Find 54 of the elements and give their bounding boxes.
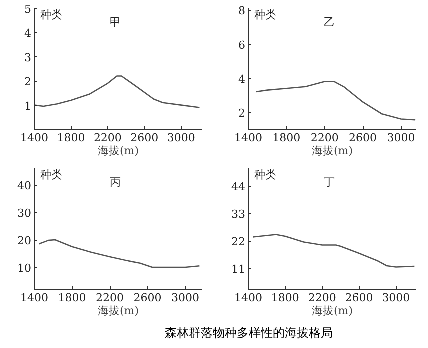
y-tick-label: 6 [238, 38, 246, 52]
x-tick-label: 2600 [349, 132, 378, 144]
y-tick-label: 1 [24, 100, 32, 113]
y-tick-label: 5 [24, 3, 32, 16]
x-tick-label: 1800 [272, 132, 301, 144]
x-axis-title: 海拔(m) [312, 144, 354, 158]
x-tick-label: 3000 [382, 292, 410, 304]
line-series [34, 76, 200, 108]
x-tick-label: 1400 [20, 292, 49, 304]
x-axis-title: 海拔(m) [98, 144, 140, 158]
y-tick-label: 8 [238, 4, 246, 18]
y-axis-title: 种类 [254, 168, 276, 182]
x-tick-label: 3000 [172, 292, 200, 304]
y-tick-label: 20 [18, 234, 32, 248]
y-axis-title: 种类 [254, 8, 276, 22]
y-tick-label: 3 [24, 51, 32, 64]
y-axis-title: 种类 [40, 168, 62, 182]
x-tick-label: 2200 [308, 292, 336, 304]
y-tick-label: 11 [232, 263, 246, 276]
x-tick-label: 3000 [167, 132, 196, 144]
x-tick-label: 1800 [57, 132, 86, 144]
y-tick-label: 4 [24, 27, 32, 40]
x-axis-title: 海拔(m) [312, 304, 354, 318]
x-tick-label: 2600 [130, 132, 159, 144]
line-series [38, 239, 200, 268]
y-tick-label: 10 [18, 262, 32, 275]
text: 森林群落物种多样性的海拔格局 [165, 325, 333, 342]
y-axis-title: 种类 [40, 8, 62, 22]
y-tick-label: 44 [232, 180, 246, 194]
text: 乙 [324, 16, 336, 30]
y-tick-label: 2 [24, 76, 32, 89]
text: 丁 [324, 176, 336, 190]
line-series [252, 234, 416, 268]
x-tick-label: 1400 [234, 132, 263, 144]
text: 丙 [110, 176, 122, 190]
x-axis-title: 海拔(m) [98, 304, 140, 318]
y-tick-label: 22 [232, 236, 246, 248]
y-tick-label: 2 [238, 106, 246, 120]
x-tick-label: 1400 [20, 132, 49, 144]
text: 甲 [110, 16, 122, 30]
x-tick-label: 2600 [134, 292, 162, 304]
y-tick-label: 33 [232, 208, 246, 221]
x-tick-label: 1400 [234, 292, 263, 304]
y-tick-label: 4 [238, 72, 246, 86]
x-tick-label: 1800 [58, 292, 86, 304]
x-tick-label: 2600 [345, 292, 374, 304]
y-tick-label: 30 [18, 207, 32, 220]
x-tick-label: 1800 [271, 292, 300, 304]
x-tick-label: 2200 [96, 292, 124, 304]
line-series [255, 81, 416, 121]
x-tick-label: 2200 [310, 132, 339, 144]
x-tick-label: 3000 [387, 132, 416, 144]
y-tick-label: 40 [18, 180, 32, 192]
x-tick-label: 2200 [94, 132, 122, 144]
